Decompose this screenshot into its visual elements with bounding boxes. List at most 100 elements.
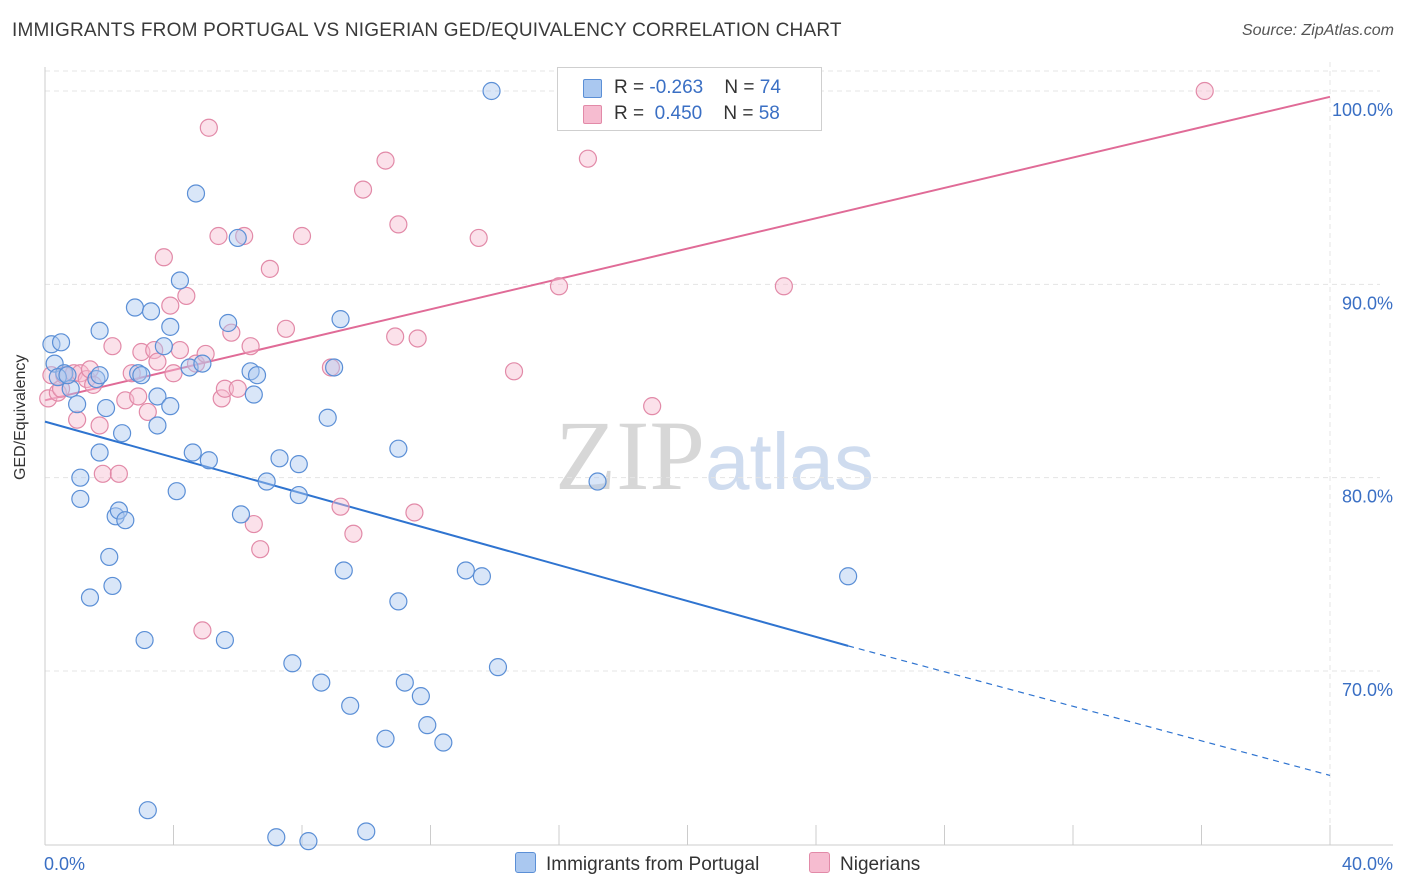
nigerians-point — [408, 329, 427, 348]
legend-n-value: 58 — [758, 103, 780, 124]
trend-lines — [44, 95, 1331, 776]
portugal-trend-extension — [847, 645, 1331, 776]
nigerians-point — [331, 497, 350, 516]
portugal-point — [411, 687, 430, 706]
nigerians-point — [161, 296, 180, 315]
portugal-point — [132, 366, 151, 385]
correlation-legend: R = -0.263 N = 74 R = 0.450 N = 58 — [557, 67, 822, 131]
portugal-point — [96, 398, 116, 418]
portugal-point — [312, 673, 331, 692]
portugal-point — [376, 729, 395, 748]
legend-swatch-nigerians — [583, 105, 602, 124]
watermark-zip: ZIP — [555, 400, 705, 511]
nigerians-point — [292, 226, 312, 246]
portugal-point — [61, 379, 80, 398]
legend-r-value: 0.450 — [649, 103, 703, 124]
x-tick-label: 0.0% — [44, 854, 85, 874]
nigerians-point — [196, 344, 215, 364]
nigerians-point — [138, 402, 157, 422]
portugal-point — [148, 387, 167, 406]
nigerians-point — [405, 503, 424, 522]
nigerians-point — [215, 379, 234, 398]
nigerians-point — [222, 323, 241, 342]
portugal-point — [418, 716, 437, 735]
portugal-point — [116, 511, 135, 530]
portugal-trend-line — [44, 420, 849, 647]
portugal-point — [334, 561, 353, 580]
portugal-point — [257, 472, 276, 491]
bottom-swatch-nigerians — [809, 852, 830, 873]
data-points — [39, 81, 1214, 851]
portugal-point — [199, 451, 218, 470]
grid-lines — [45, 62, 1380, 845]
portugal-point — [71, 468, 90, 487]
portugal-point — [267, 828, 286, 847]
watermark-atlas: atlas — [705, 417, 874, 506]
nigerians-point — [504, 362, 524, 381]
nigerians-point — [170, 340, 190, 360]
y-tick-labels: 70.0% 80.0% 90.0% 100.0% — [1332, 100, 1393, 700]
legend-swatch-portugal — [583, 79, 602, 98]
portugal-point — [839, 567, 858, 586]
nigerians-point — [235, 226, 254, 246]
legend-n-value: 74 — [759, 77, 781, 98]
nigerians-point — [148, 352, 167, 371]
portugal-point — [103, 576, 122, 596]
nigerians-point — [353, 180, 373, 199]
portugal-point — [228, 228, 247, 248]
nigerians-point — [643, 397, 662, 416]
portugal-point — [289, 455, 308, 474]
nigerians-point — [386, 327, 405, 346]
portugal-point — [90, 443, 109, 462]
portugal-point — [389, 439, 408, 458]
nigerians-point — [244, 514, 263, 534]
portugal-point — [170, 271, 190, 290]
legend-n-label: N = — [724, 77, 760, 98]
nigerians-point — [164, 364, 183, 383]
nigerians-point — [129, 387, 148, 406]
portugal-point — [138, 801, 157, 820]
portugal-point — [434, 733, 453, 752]
legend-n-label: N = — [723, 103, 759, 124]
legend-r-value: -0.263 — [649, 77, 704, 98]
nigerians-point — [276, 319, 296, 338]
portugal-point — [109, 501, 128, 520]
nigerians-point — [84, 375, 103, 394]
portugal-point — [112, 424, 132, 443]
portugal-point — [588, 472, 607, 491]
nigerians-point — [1195, 81, 1214, 101]
legend-text-portugal: R = -0.263 N = 74 — [614, 77, 781, 99]
nigerians-point — [376, 151, 395, 170]
portugal-point — [154, 337, 173, 356]
portugal-point — [357, 822, 376, 841]
nigerians-point — [469, 228, 488, 248]
portugal-point — [125, 298, 145, 317]
portugal-point — [167, 482, 186, 501]
nigerians-point — [103, 337, 122, 356]
nigerians-trend-line — [44, 95, 1331, 402]
portugal-point — [289, 485, 308, 505]
portugal-point — [318, 408, 337, 427]
x-tick-labels: 0.0% 40.0% — [44, 854, 1393, 874]
portugal-point — [270, 449, 289, 468]
nigerians-point — [93, 464, 112, 483]
bottom-legend-nigerians: Nigerians — [809, 852, 920, 876]
bottom-swatch-portugal — [515, 852, 536, 873]
nigerians-point — [774, 277, 793, 296]
y-tick-label: 70.0% — [1342, 680, 1393, 700]
portugal-point — [68, 395, 87, 414]
nigerians-point — [193, 621, 212, 640]
portugal-point — [161, 397, 180, 416]
portugal-point — [106, 507, 125, 526]
portugal-point — [141, 302, 161, 321]
portugal-point — [488, 658, 508, 677]
portugal-point — [247, 366, 267, 385]
nigerians-point — [212, 389, 231, 408]
portugal-point — [482, 81, 501, 101]
portugal-point — [341, 696, 360, 715]
portugal-point — [45, 354, 64, 373]
portugal-point — [244, 385, 263, 404]
nigerians-point — [90, 416, 109, 435]
portugal-point — [71, 489, 90, 509]
